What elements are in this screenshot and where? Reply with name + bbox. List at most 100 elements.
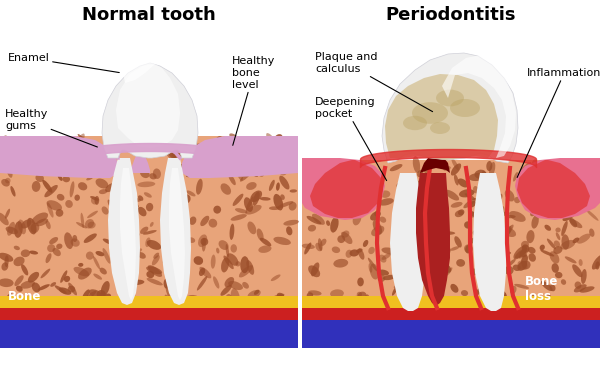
- Ellipse shape: [179, 280, 189, 286]
- Ellipse shape: [187, 190, 196, 197]
- Ellipse shape: [527, 195, 539, 201]
- Ellipse shape: [561, 279, 566, 285]
- Ellipse shape: [192, 143, 199, 155]
- Ellipse shape: [468, 201, 476, 208]
- Ellipse shape: [230, 289, 240, 306]
- Ellipse shape: [308, 299, 317, 310]
- Ellipse shape: [194, 256, 203, 265]
- Ellipse shape: [417, 170, 423, 177]
- Ellipse shape: [198, 234, 207, 247]
- Polygon shape: [420, 156, 450, 173]
- Ellipse shape: [311, 262, 319, 276]
- Ellipse shape: [31, 223, 40, 233]
- Ellipse shape: [181, 293, 185, 308]
- Ellipse shape: [230, 224, 235, 240]
- Ellipse shape: [35, 174, 44, 182]
- Ellipse shape: [550, 186, 559, 198]
- Ellipse shape: [478, 252, 493, 259]
- Ellipse shape: [246, 182, 257, 190]
- Ellipse shape: [462, 304, 471, 313]
- Ellipse shape: [341, 210, 352, 217]
- Ellipse shape: [244, 197, 253, 212]
- Ellipse shape: [94, 196, 99, 205]
- Ellipse shape: [101, 206, 109, 215]
- Ellipse shape: [239, 265, 253, 277]
- Ellipse shape: [171, 183, 177, 190]
- Ellipse shape: [200, 238, 208, 246]
- Ellipse shape: [580, 286, 595, 293]
- Ellipse shape: [280, 194, 285, 200]
- Ellipse shape: [506, 226, 512, 235]
- Ellipse shape: [479, 207, 491, 216]
- Ellipse shape: [199, 267, 211, 278]
- Ellipse shape: [577, 234, 590, 244]
- Ellipse shape: [527, 176, 540, 182]
- Ellipse shape: [146, 278, 163, 286]
- Ellipse shape: [108, 209, 115, 215]
- Ellipse shape: [394, 201, 404, 213]
- Polygon shape: [0, 308, 298, 324]
- Ellipse shape: [184, 133, 196, 143]
- Ellipse shape: [274, 295, 284, 308]
- Ellipse shape: [100, 268, 107, 275]
- Ellipse shape: [463, 198, 476, 208]
- Ellipse shape: [442, 245, 451, 255]
- Ellipse shape: [527, 181, 541, 187]
- Ellipse shape: [216, 248, 220, 254]
- Ellipse shape: [554, 241, 560, 247]
- Ellipse shape: [491, 229, 498, 246]
- Ellipse shape: [138, 207, 146, 216]
- Text: Normal tooth: Normal tooth: [82, 6, 216, 24]
- Ellipse shape: [592, 255, 600, 270]
- Ellipse shape: [161, 145, 165, 152]
- Polygon shape: [302, 296, 600, 311]
- Ellipse shape: [395, 206, 403, 213]
- Ellipse shape: [526, 230, 535, 243]
- Ellipse shape: [213, 276, 220, 289]
- Ellipse shape: [553, 176, 560, 184]
- Ellipse shape: [121, 229, 125, 236]
- Ellipse shape: [253, 192, 260, 206]
- Ellipse shape: [240, 256, 249, 273]
- Ellipse shape: [130, 263, 137, 270]
- Ellipse shape: [383, 275, 396, 280]
- Ellipse shape: [47, 200, 62, 211]
- Ellipse shape: [187, 237, 195, 243]
- Ellipse shape: [221, 183, 231, 195]
- Ellipse shape: [82, 291, 97, 302]
- Ellipse shape: [374, 210, 380, 217]
- Ellipse shape: [10, 186, 16, 197]
- Ellipse shape: [14, 275, 24, 286]
- Ellipse shape: [307, 292, 313, 298]
- Ellipse shape: [83, 233, 97, 243]
- Ellipse shape: [456, 259, 465, 267]
- Ellipse shape: [129, 280, 145, 285]
- Ellipse shape: [95, 298, 102, 306]
- Ellipse shape: [248, 290, 261, 299]
- Ellipse shape: [532, 159, 538, 171]
- Ellipse shape: [346, 250, 352, 258]
- Ellipse shape: [164, 137, 178, 150]
- Polygon shape: [0, 136, 298, 306]
- Ellipse shape: [409, 227, 413, 242]
- Ellipse shape: [569, 219, 583, 228]
- Ellipse shape: [515, 248, 527, 258]
- Ellipse shape: [487, 161, 493, 171]
- Ellipse shape: [514, 246, 527, 259]
- Text: Deepening
pocket: Deepening pocket: [315, 97, 386, 181]
- Ellipse shape: [530, 201, 546, 209]
- Ellipse shape: [363, 240, 368, 247]
- Ellipse shape: [348, 302, 353, 315]
- Ellipse shape: [138, 195, 143, 201]
- Ellipse shape: [577, 167, 584, 171]
- Ellipse shape: [503, 224, 514, 238]
- Polygon shape: [128, 153, 150, 173]
- Ellipse shape: [421, 303, 425, 308]
- Polygon shape: [515, 158, 600, 220]
- Ellipse shape: [497, 267, 506, 274]
- Ellipse shape: [164, 279, 169, 289]
- Ellipse shape: [353, 212, 361, 225]
- Ellipse shape: [254, 290, 259, 295]
- Ellipse shape: [202, 238, 206, 252]
- Ellipse shape: [430, 122, 450, 134]
